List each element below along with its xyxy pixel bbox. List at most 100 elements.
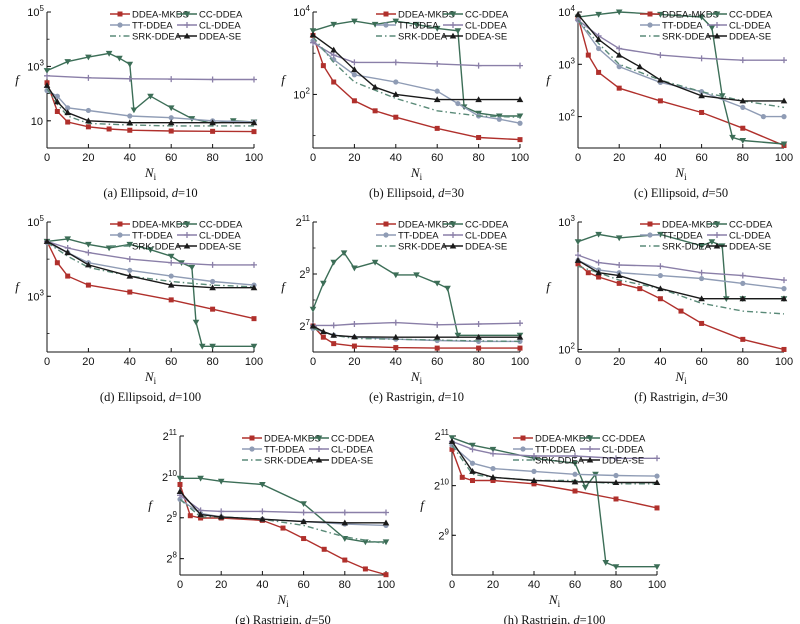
y-tick-label: 27 bbox=[299, 318, 310, 333]
panel-caption: (c) Ellipsoid, d=50 bbox=[634, 186, 728, 200]
data-point bbox=[382, 519, 390, 526]
legend-item-cl: CL-DDEA bbox=[443, 231, 507, 242]
data-point bbox=[383, 509, 389, 516]
legend-item-tt: TT-DDEA bbox=[640, 231, 703, 242]
data-point bbox=[616, 64, 622, 70]
legend-item-cc: CC-DDEA bbox=[707, 10, 773, 21]
x-tick-label: 0 bbox=[44, 152, 50, 164]
series-tt bbox=[44, 87, 257, 125]
data-point bbox=[362, 539, 369, 546]
data-point bbox=[85, 117, 92, 124]
data-point bbox=[781, 277, 787, 284]
data-point bbox=[739, 57, 746, 64]
data-point bbox=[729, 134, 736, 141]
data-point bbox=[657, 52, 664, 59]
series-line bbox=[46, 82, 255, 133]
legend-label: DDEA-MKDS bbox=[264, 434, 321, 445]
data-point bbox=[616, 261, 623, 268]
data-point bbox=[126, 241, 134, 248]
data-point bbox=[470, 478, 475, 484]
legend-marker bbox=[183, 32, 191, 39]
data-point bbox=[371, 83, 379, 90]
data-point bbox=[530, 477, 538, 484]
data-point bbox=[330, 52, 337, 59]
data-point bbox=[448, 438, 456, 444]
x-tick-label: 0 bbox=[575, 152, 581, 164]
legend-item-srk: SRK-DDEA bbox=[110, 32, 182, 43]
legend-label: DDEA-SE bbox=[199, 32, 241, 43]
legend-label: DDEA-MKDS bbox=[398, 220, 455, 231]
data-point bbox=[167, 281, 175, 288]
legend-label: DDEA-SE bbox=[199, 242, 241, 253]
data-point bbox=[575, 261, 581, 267]
series-mkds bbox=[177, 481, 389, 578]
data-point bbox=[571, 478, 579, 485]
series-line bbox=[312, 36, 521, 118]
legend-marker bbox=[520, 435, 526, 441]
data-point bbox=[168, 273, 174, 279]
series-line bbox=[577, 265, 785, 315]
legend-item-tt: TT-DDEA bbox=[513, 445, 576, 456]
legend-label: CC-DDEA bbox=[465, 10, 509, 21]
data-point bbox=[105, 245, 113, 252]
data-point bbox=[572, 452, 578, 459]
data-point bbox=[210, 306, 216, 312]
legend-marker bbox=[449, 11, 457, 18]
x-tick-label: 100 bbox=[245, 356, 263, 368]
legend-marker bbox=[183, 221, 191, 228]
data-point bbox=[127, 113, 133, 119]
y-tick-label: 211 bbox=[296, 214, 311, 229]
legend-item-mkds: DDEA-MKDS bbox=[242, 434, 321, 445]
data-point bbox=[455, 100, 461, 107]
data-point bbox=[331, 79, 337, 85]
legend-item-cl: CL-DDEA bbox=[707, 21, 771, 32]
panel-caption: (a) Ellipsoid, d=10 bbox=[103, 186, 197, 200]
x-tick-label: 80 bbox=[206, 152, 218, 164]
data-point bbox=[718, 93, 726, 100]
data-point bbox=[197, 511, 204, 518]
legend-item-mkds: DDEA-MKDS bbox=[110, 10, 189, 21]
x-tick-label: 40 bbox=[390, 356, 402, 368]
data-point bbox=[320, 63, 326, 69]
data-point bbox=[475, 321, 482, 328]
data-point bbox=[351, 265, 358, 272]
legend-item-se: DDEA-SE bbox=[443, 32, 507, 43]
data-point bbox=[434, 60, 441, 67]
legend-label: SRK-DDEA bbox=[535, 456, 585, 467]
series-line bbox=[180, 477, 386, 543]
legend-item-mkds: DDEA-MKDS bbox=[376, 10, 455, 21]
data-point bbox=[54, 260, 60, 266]
y-tick-label: 102 bbox=[558, 341, 575, 356]
data-point bbox=[54, 98, 61, 105]
x-tick-label: 20 bbox=[613, 356, 625, 368]
data-point bbox=[64, 59, 71, 65]
legend-label: DDEA-SE bbox=[465, 32, 507, 43]
data-point bbox=[351, 66, 358, 73]
legend-marker bbox=[714, 232, 720, 238]
data-point bbox=[699, 109, 705, 115]
data-point bbox=[188, 264, 196, 271]
legend-label: CC-DDEA bbox=[199, 220, 243, 231]
legend-marker bbox=[383, 11, 389, 17]
legend: DDEA-MKDS CC-DDEA TT-DDEA CL-DDEA SRK-DDEA DD… bbox=[640, 220, 773, 253]
legend-label: CL-DDEA bbox=[465, 231, 507, 242]
x-tick-label: 20 bbox=[82, 356, 94, 368]
series-cl bbox=[575, 17, 787, 64]
x-tick-label: 60 bbox=[297, 579, 309, 591]
y-tick-label: 105 bbox=[27, 214, 44, 229]
legend-label: SRK-DDEA bbox=[398, 242, 448, 253]
y-tick-label: 102 bbox=[293, 86, 310, 101]
data-point bbox=[595, 269, 602, 276]
y-tick-label: 29 bbox=[438, 527, 449, 542]
legend: DDEA-MKDS CC-DDEA TT-DDEA CL-DDEA SRK-DDEA DD… bbox=[376, 220, 509, 253]
data-point bbox=[331, 341, 337, 347]
data-point bbox=[531, 481, 537, 487]
legend-marker bbox=[315, 456, 323, 463]
data-point bbox=[309, 28, 317, 35]
x-axis-label: Ni bbox=[674, 369, 687, 386]
data-point bbox=[657, 76, 664, 83]
series-cc bbox=[176, 475, 390, 546]
legend-item-cc: CC-DDEA bbox=[580, 434, 646, 445]
legend-item-srk: SRK-DDEA bbox=[110, 242, 182, 253]
x-tick-label: 0 bbox=[310, 152, 316, 164]
